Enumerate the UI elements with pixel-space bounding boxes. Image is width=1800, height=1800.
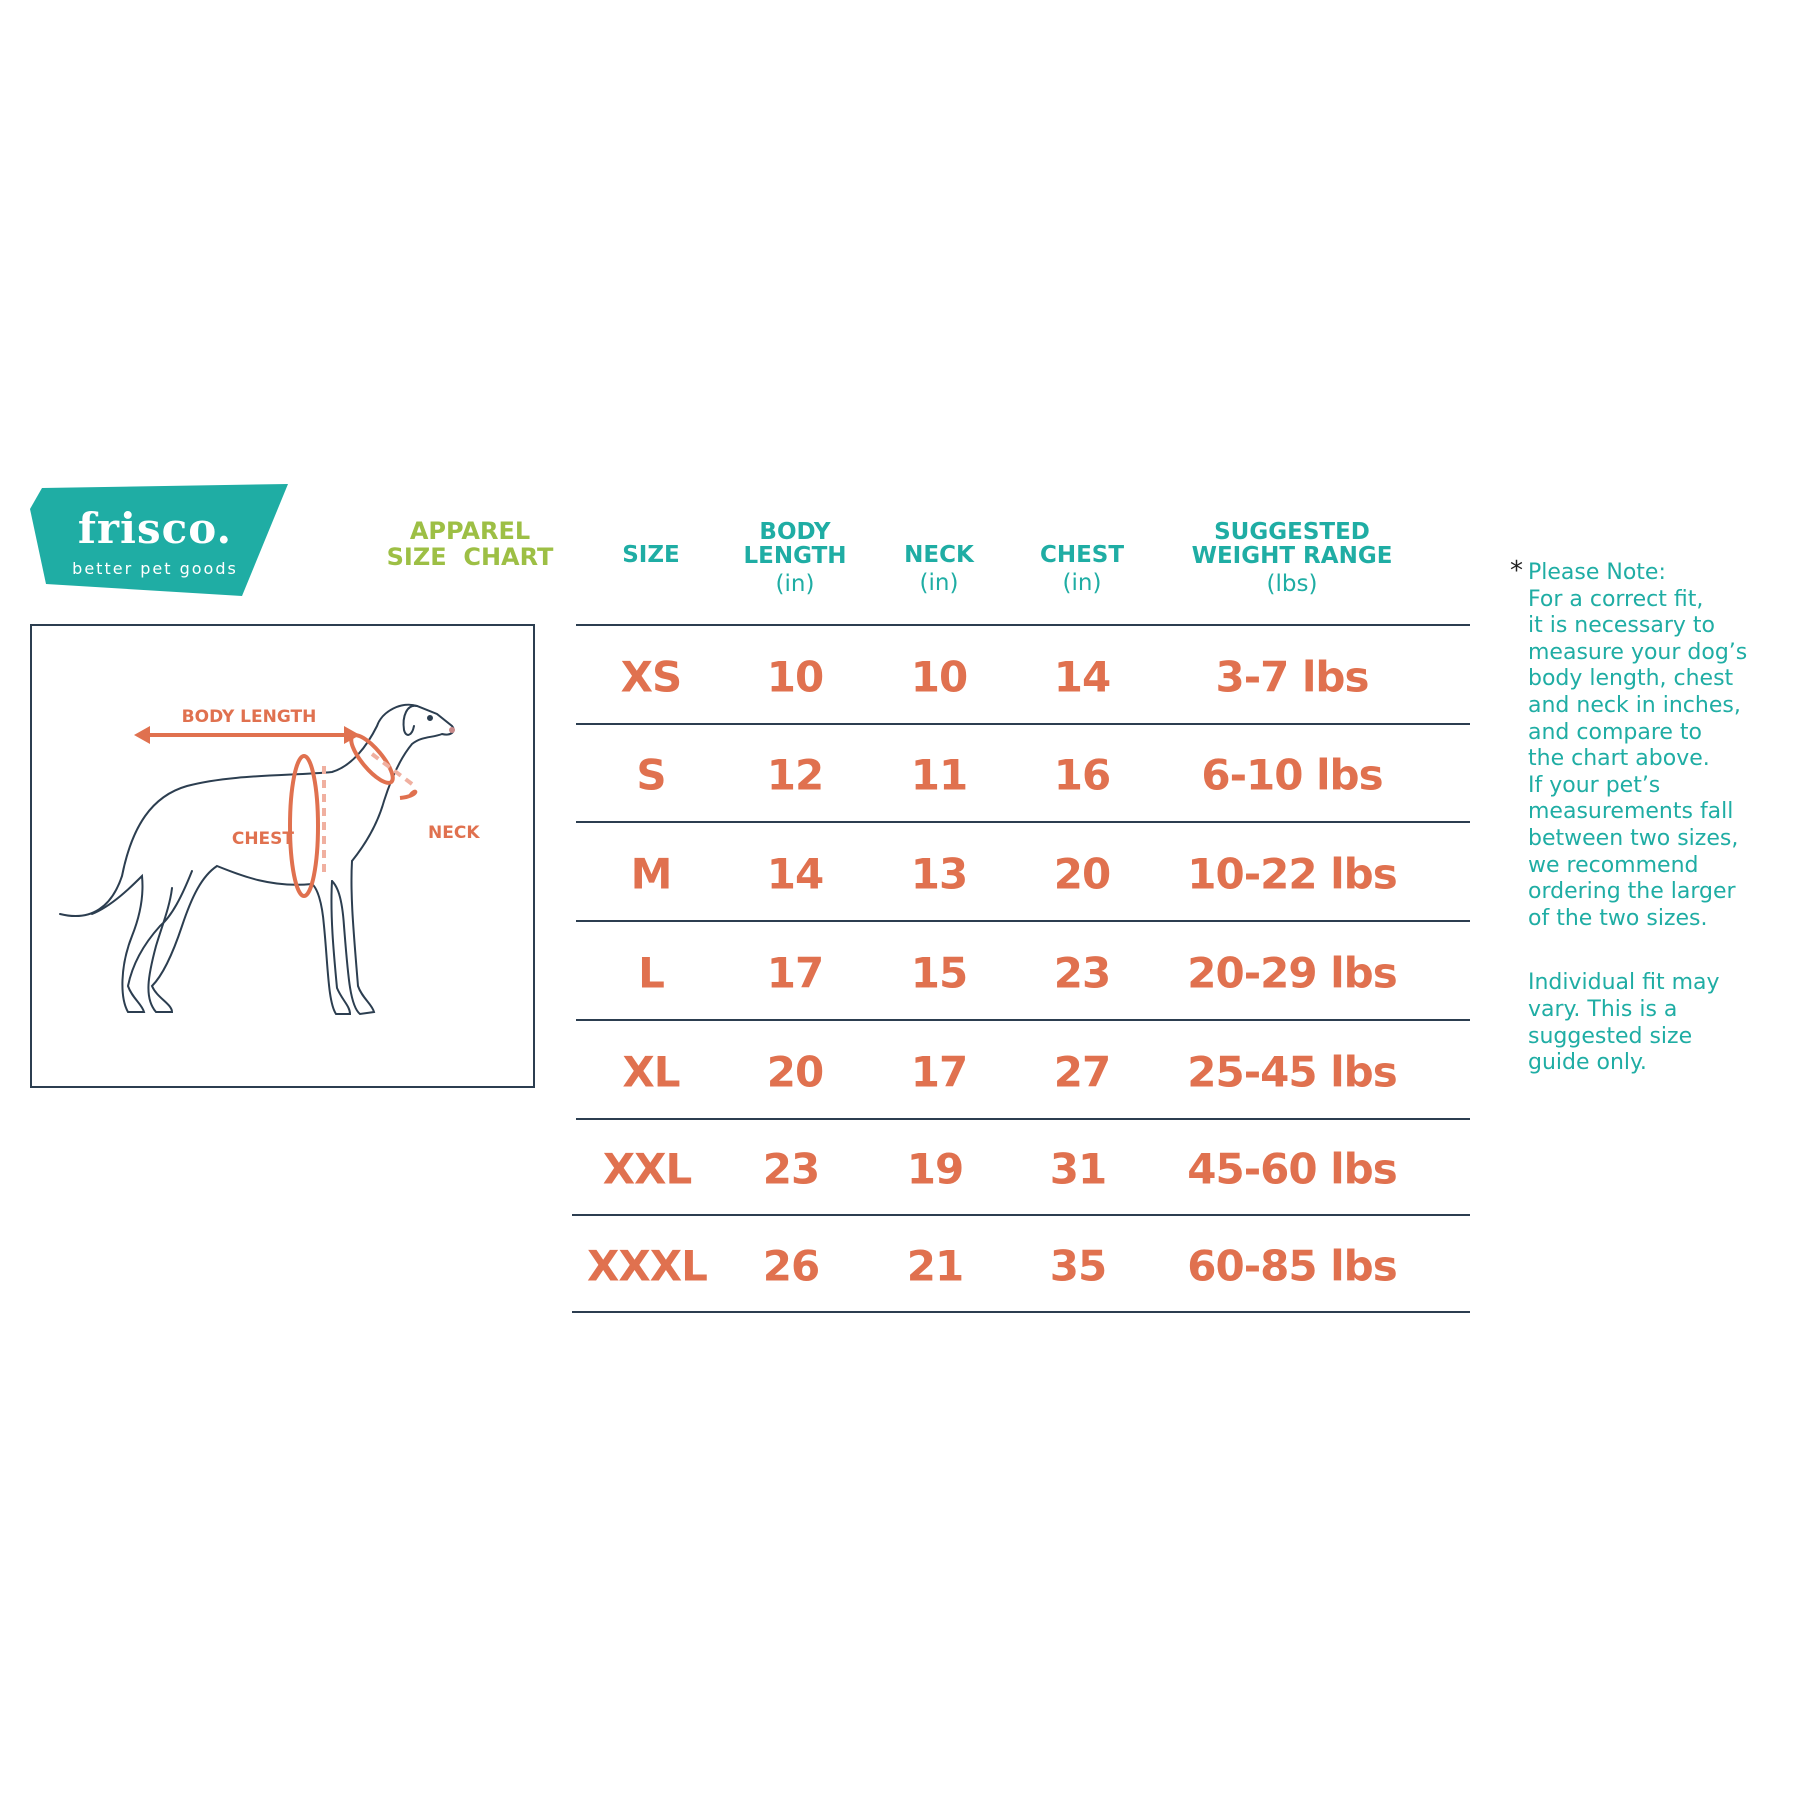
logo-wordmark: frisco. xyxy=(77,504,233,553)
size-cell: XXXL xyxy=(587,1241,708,1290)
header-text: WEIGHT RANGE xyxy=(1191,543,1393,569)
size-cell: L xyxy=(638,948,665,997)
header-text: CHEST xyxy=(1039,542,1125,568)
value-cell: 3-7 lbs xyxy=(1215,652,1370,701)
note-line: Individual fit may xyxy=(1528,970,1720,996)
title-line-2: SIZE CHART xyxy=(386,543,554,571)
value-cell: 31 xyxy=(1049,1144,1107,1194)
asterisk: * xyxy=(1510,556,1523,586)
note-line: For a correct fit, xyxy=(1528,586,1704,612)
value-cell: 15 xyxy=(910,948,968,997)
value-cell: 20 xyxy=(1053,849,1111,898)
row-divider xyxy=(576,1118,1470,1120)
column-header: SIZE xyxy=(622,543,680,567)
note-line: and compare to xyxy=(1528,719,1702,745)
value-cell: 19 xyxy=(906,1144,964,1194)
neck-loop xyxy=(349,733,395,785)
note-line: and neck in inches, xyxy=(1528,692,1741,718)
value-cell: 23 xyxy=(762,1144,820,1194)
value-cell: 6-10 lbs xyxy=(1201,750,1383,800)
value-cell: 60-85 lbs xyxy=(1187,1241,1397,1290)
value-cell: 17 xyxy=(910,1047,968,1096)
size-cell: XS xyxy=(620,652,683,701)
value-cell: 27 xyxy=(1053,1047,1111,1096)
dog-illustration xyxy=(59,703,455,1016)
header-text: NECK xyxy=(904,542,974,568)
chest-loop xyxy=(288,754,320,898)
title-line-1: APPAREL xyxy=(409,517,531,545)
value-cell: 23 xyxy=(1053,948,1111,997)
value-cell: 10 xyxy=(766,652,824,701)
note-line: vary. This is a xyxy=(1528,996,1678,1022)
neck-label: NECK xyxy=(428,823,480,843)
value-cell: 10 xyxy=(910,652,968,701)
measurement-diagram: BODY LENGTH CHEST NECK xyxy=(30,624,535,1088)
row-divider xyxy=(576,624,1470,626)
value-cell: 17 xyxy=(766,948,824,997)
size-cell: M xyxy=(630,849,673,898)
value-cell: 14 xyxy=(1053,652,1111,701)
header-unit: (in) xyxy=(1062,570,1102,596)
note-disclaimer: Individual fit may vary. This is a suggest… xyxy=(1528,970,1800,1076)
header-text: LENGTH xyxy=(743,543,847,569)
note-line: If your pet’s xyxy=(1528,772,1661,798)
note-line: we recommend xyxy=(1528,852,1699,878)
logo-tagline: better pet goods xyxy=(72,559,238,578)
header-text: SUGGESTED xyxy=(1214,519,1370,545)
header-unit: (in) xyxy=(775,571,815,597)
note-line: guide only. xyxy=(1528,1050,1647,1076)
value-cell: 35 xyxy=(1049,1241,1107,1290)
note-line: of the two sizes. xyxy=(1528,905,1708,931)
value-cell: 26 xyxy=(762,1241,820,1290)
column-header: CHEST (in) xyxy=(1040,543,1124,595)
measurement-markings xyxy=(134,726,418,898)
size-cell: S xyxy=(636,750,666,800)
value-cell: 11 xyxy=(910,750,968,800)
value-cell: 45-60 lbs xyxy=(1187,1144,1397,1194)
value-cell: 21 xyxy=(906,1241,964,1290)
size-cell: XL xyxy=(622,1047,680,1096)
note-line: ordering the larger xyxy=(1528,879,1736,905)
value-cell: 16 xyxy=(1053,750,1111,800)
header-text: BODY xyxy=(759,519,831,545)
note-line: measure your dog’s xyxy=(1528,639,1748,665)
row-divider xyxy=(576,920,1470,922)
row-divider xyxy=(572,1214,1470,1216)
note-line: Please Note: xyxy=(1528,560,1666,585)
note-line: between two sizes, xyxy=(1528,825,1739,851)
value-cell: 12 xyxy=(766,750,824,800)
column-header: SUGGESTED WEIGHT RANGE (lbs) xyxy=(1192,520,1393,596)
header-unit: (lbs) xyxy=(1266,571,1318,597)
row-divider xyxy=(576,723,1470,725)
column-header: NECK (in) xyxy=(904,543,974,595)
value-cell: 20 xyxy=(766,1047,824,1096)
value-cell: 10-22 lbs xyxy=(1187,849,1397,898)
value-cell: 20-29 lbs xyxy=(1187,948,1397,997)
frisco-logo: frisco. better pet goods xyxy=(30,484,290,596)
note-line: suggested size xyxy=(1528,1023,1693,1049)
column-header: BODY LENGTH (in) xyxy=(743,520,846,596)
row-divider xyxy=(576,821,1470,823)
body-length-label: BODY LENGTH xyxy=(182,707,317,727)
row-divider xyxy=(576,1019,1470,1021)
fit-note: * Please Note: For a correct fit, it is ne… xyxy=(1510,556,1800,1077)
note-line: measurements fall xyxy=(1528,799,1734,825)
value-cell: 14 xyxy=(766,849,824,898)
value-cell: 13 xyxy=(910,849,968,898)
header-text: SIZE xyxy=(622,542,680,568)
note-text: Please Note: For a correct fit, it is nece… xyxy=(1528,560,1800,932)
row-divider xyxy=(572,1311,1470,1313)
chart-title: APPAREL SIZE CHART xyxy=(320,518,620,570)
note-line: body length, chest xyxy=(1528,666,1734,692)
note-line: it is necessary to xyxy=(1528,613,1715,639)
header-unit: (in) xyxy=(919,570,959,596)
value-cell: 25-45 lbs xyxy=(1187,1047,1397,1096)
size-cell: XXL xyxy=(602,1144,693,1194)
note-line: the chart above. xyxy=(1528,746,1710,772)
chest-label: CHEST xyxy=(232,829,295,849)
